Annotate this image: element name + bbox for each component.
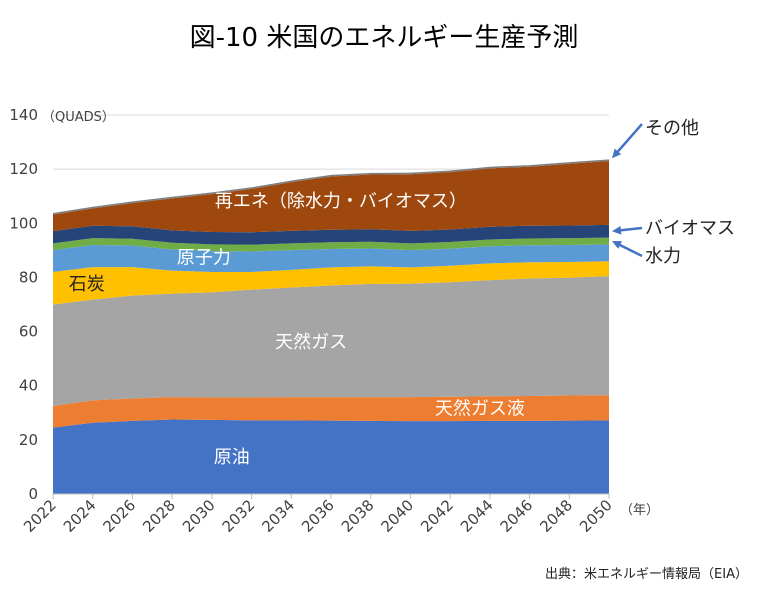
- y-tick-label: 20: [19, 431, 38, 449]
- label-arrowhead: [612, 241, 622, 249]
- label-arrow: [615, 123, 643, 155]
- series-label: 再エネ（除水力・バイオマス）: [215, 191, 467, 212]
- x-tick-label: 2040: [378, 496, 418, 536]
- y-unit-label: （QUADS）: [42, 110, 115, 125]
- series-label: 天然ガス液: [435, 399, 525, 420]
- series-areas: [53, 159, 609, 494]
- chart-title: 図-10 米国のエネルギー生産予測: [190, 23, 579, 53]
- x-tick-label: 2028: [139, 496, 179, 536]
- x-tick-label: 2048: [536, 496, 576, 536]
- label-arrow: [616, 242, 643, 258]
- area-series: [53, 261, 609, 305]
- area-series: [53, 161, 609, 233]
- x-tick-label: 2026: [100, 496, 140, 536]
- label-arrow: [617, 226, 643, 232]
- x-tick-label: 2032: [219, 496, 259, 536]
- area-series: [53, 276, 609, 407]
- x-tick-label: 2030: [179, 496, 219, 536]
- area-series: [53, 159, 609, 215]
- area-series: [53, 237, 609, 252]
- label-arrowhead: [612, 225, 622, 235]
- x-tick-label: 2024: [60, 496, 100, 536]
- x-tick-label: 2042: [417, 496, 457, 536]
- series-label: バイオマス: [645, 218, 735, 239]
- x-tick-label: 2050: [576, 496, 616, 536]
- y-tick-label: 60: [19, 323, 38, 341]
- area-series: [53, 419, 609, 494]
- y-tick-label: 40: [19, 377, 38, 395]
- series-label: 石炭: [69, 274, 105, 295]
- x-tick-label: 2034: [258, 496, 298, 536]
- x-tick-label: 2044: [457, 496, 497, 536]
- y-tick-label: 140: [9, 106, 38, 124]
- series-label: 原子力: [177, 247, 231, 268]
- label-arrowhead: [612, 148, 622, 159]
- source-note: 出典：米エネルギー情報局（EIA）: [545, 567, 748, 582]
- series-label: 水力: [645, 246, 681, 267]
- series-label: 天然ガス: [275, 332, 347, 353]
- y-tick-label: 80: [19, 268, 38, 286]
- y-tick-label: 120: [9, 160, 38, 178]
- area-series: [53, 395, 609, 428]
- x-tick-label: 2046: [497, 496, 537, 536]
- series-label: その他: [645, 118, 699, 139]
- area-series: [53, 224, 609, 245]
- series-label: 原油: [214, 447, 250, 468]
- y-tick-label: 100: [9, 214, 38, 232]
- x-tick-label: 2038: [338, 496, 378, 536]
- x-tick-label: 2022: [20, 496, 60, 536]
- area-series: [53, 244, 609, 273]
- y-tick-label: 0: [28, 485, 38, 503]
- x-tick-label: 2036: [298, 496, 338, 536]
- x-unit-label: （年）: [620, 503, 659, 518]
